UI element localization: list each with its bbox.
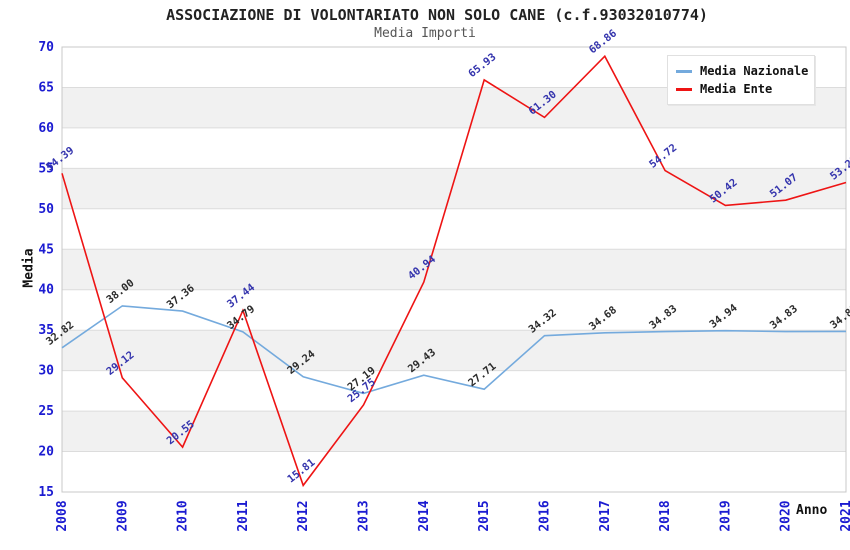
x-tick-label: 2013 bbox=[357, 500, 372, 531]
line-swatch-ente bbox=[676, 87, 692, 91]
y-tick-label: 25 bbox=[38, 404, 54, 419]
plot-band bbox=[62, 249, 846, 290]
x-tick-label: 2018 bbox=[658, 500, 673, 531]
point-label-ente: 65.93 bbox=[466, 51, 498, 80]
plot-band bbox=[62, 411, 846, 452]
legend-box: Media Nazionale Media Ente bbox=[667, 55, 815, 105]
series-line-nazionale bbox=[61, 305, 847, 395]
series-line-ente bbox=[61, 54, 847, 488]
y-tick-label: 40 bbox=[38, 283, 54, 298]
x-tick-label: 2020 bbox=[779, 500, 794, 531]
point-label-nazionale: 34.85 bbox=[828, 303, 850, 332]
x-tick-label: 2008 bbox=[55, 500, 70, 531]
x-tick-label: 2011 bbox=[236, 500, 251, 531]
point-label-nazionale: 34.68 bbox=[587, 304, 619, 333]
x-tick-label: 2015 bbox=[477, 500, 492, 531]
x-axis-title: Anno bbox=[796, 503, 828, 518]
plot-band bbox=[62, 330, 846, 371]
point-label-nazionale: 34.94 bbox=[707, 302, 739, 331]
x-tick-label: 2021 bbox=[839, 500, 850, 531]
chart-subtitle: Media Importi bbox=[374, 26, 476, 41]
x-tick-label: 2014 bbox=[417, 500, 432, 531]
y-tick-label: 60 bbox=[38, 121, 54, 136]
point-label-nazionale: 34.83 bbox=[647, 303, 679, 332]
y-tick-label: 55 bbox=[38, 161, 54, 176]
y-tick-label: 30 bbox=[38, 364, 54, 379]
legend-label-ente: Media Ente bbox=[700, 82, 773, 96]
y-tick-label: 70 bbox=[38, 40, 54, 55]
y-axis-title: Media bbox=[21, 248, 37, 288]
plot-band bbox=[62, 168, 846, 209]
x-tick-label: 2019 bbox=[718, 500, 733, 531]
line-swatch-nazionale bbox=[676, 69, 692, 73]
plot-border bbox=[61, 46, 847, 493]
x-tick-label: 2017 bbox=[598, 500, 613, 531]
legend-item-ente: Media Ente bbox=[676, 80, 808, 98]
legend-label-nazionale: Media Nazionale bbox=[700, 64, 809, 78]
chart-title: ASSOCIAZIONE DI VOLONTARIATO NON SOLO CA… bbox=[166, 6, 708, 24]
x-tick-label: 2012 bbox=[296, 500, 311, 531]
y-tick-label: 15 bbox=[38, 485, 54, 500]
point-label-nazionale: 34.83 bbox=[768, 303, 800, 332]
legend-item-nazionale: Media Nazionale bbox=[676, 62, 808, 80]
y-tick-label: 35 bbox=[38, 323, 54, 338]
y-tick-label: 20 bbox=[38, 445, 54, 460]
x-tick-label: 2009 bbox=[115, 500, 130, 531]
y-tick-label: 45 bbox=[38, 242, 54, 257]
y-tick-label: 65 bbox=[38, 81, 54, 96]
x-tick-label: 2016 bbox=[538, 500, 553, 531]
y-tick-label: 50 bbox=[38, 202, 54, 217]
x-tick-label: 2010 bbox=[176, 500, 191, 531]
